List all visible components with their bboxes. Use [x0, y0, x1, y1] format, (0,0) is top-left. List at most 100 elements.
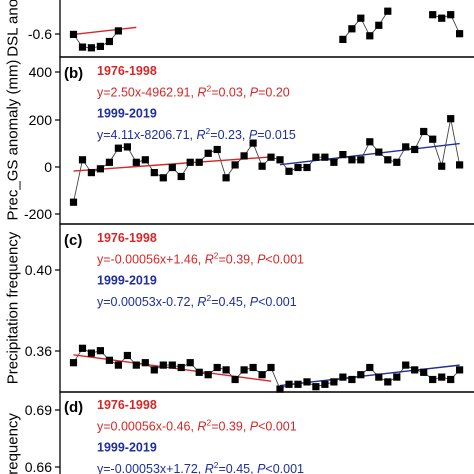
data-point	[222, 174, 230, 182]
data-point	[186, 158, 194, 166]
regression-equation: y=-0.00053x+1.72, R2=0.45, P<0.001	[97, 460, 304, 474]
data-point	[249, 139, 257, 147]
data-point	[402, 361, 410, 369]
panel-label: (c)	[64, 232, 82, 249]
data-point	[231, 375, 239, 384]
data-point	[114, 27, 122, 35]
data-point	[438, 162, 446, 170]
data-point	[87, 169, 95, 177]
data-point	[420, 127, 428, 136]
data-point	[105, 37, 113, 46]
data-point	[411, 145, 419, 154]
data-point	[384, 7, 392, 15]
data-point	[438, 14, 446, 22]
trend-line	[279, 142, 460, 166]
data-point	[258, 162, 266, 170]
data-point	[150, 366, 158, 374]
trend-line	[73, 26, 137, 36]
data-point	[267, 363, 275, 372]
data-point	[456, 366, 464, 374]
data-point	[177, 172, 185, 181]
data-point	[69, 359, 78, 367]
series-line	[73, 347, 460, 390]
data-point	[303, 378, 311, 386]
data-point	[132, 158, 140, 166]
data-point	[123, 351, 131, 360]
regression-equation: y=0.00056x-0.46, R2=0.39, P<0.001	[97, 417, 297, 433]
y-axis-label: frequency	[5, 413, 22, 474]
data-point	[294, 163, 302, 172]
data-point	[348, 375, 356, 384]
panel-a: DSL anomaly -0.6	[5, 0, 474, 58]
data-point	[78, 344, 87, 352]
data-point	[141, 156, 149, 164]
data-point	[456, 161, 464, 169]
panel-label: (b)	[64, 65, 83, 82]
data-point	[348, 25, 356, 33]
panel-label: (d)	[64, 399, 83, 416]
series-line	[432, 14, 461, 34]
data-point	[384, 378, 392, 386]
period-label: 1976-1998	[97, 64, 157, 78]
data-point	[150, 169, 158, 177]
data-point	[240, 366, 248, 374]
data-point	[357, 371, 365, 379]
plot-frame	[59, 391, 474, 474]
data-point	[213, 145, 221, 154]
data-point	[429, 375, 437, 384]
panel-d: frequency 0.66 0.69 (d) 1976-1998 y=0.00056x-…	[5, 391, 474, 474]
data-point	[168, 361, 176, 369]
y-tick-label: 0	[44, 159, 52, 175]
y-tick-label: 0.69	[25, 402, 52, 418]
data-point	[204, 371, 212, 379]
data-point	[429, 135, 437, 143]
data-point	[114, 361, 122, 369]
data-point	[276, 385, 284, 393]
data-point	[357, 156, 365, 164]
data-point	[312, 383, 320, 391]
data-point	[366, 32, 374, 40]
data-point	[402, 143, 410, 151]
data-point	[258, 371, 266, 379]
y-tick-label: 0.66	[25, 459, 52, 474]
data-point	[105, 356, 113, 364]
period-label: 1976-1998	[97, 398, 157, 412]
data-point	[411, 366, 419, 374]
data-point	[420, 368, 428, 376]
data-point	[159, 174, 167, 182]
period-label: 1999-2019	[97, 274, 157, 288]
y-tick-label: -0.6	[28, 26, 52, 42]
data-point	[330, 378, 338, 386]
data-point	[375, 148, 383, 156]
data-point	[159, 361, 167, 369]
data-point	[321, 380, 329, 388]
data-point	[393, 158, 401, 166]
data-point	[456, 30, 464, 38]
data-point	[285, 380, 293, 388]
period-label: 1999-2019	[97, 107, 157, 121]
data-point	[429, 11, 437, 19]
data-point	[78, 43, 87, 51]
data-point	[240, 152, 248, 160]
data-point	[222, 366, 230, 374]
data-point	[276, 156, 284, 164]
data-point	[114, 144, 122, 152]
data-point	[303, 163, 311, 172]
data-point	[69, 198, 78, 206]
data-point	[132, 361, 140, 369]
data-point	[393, 373, 401, 381]
y-tick-label: 400	[29, 64, 53, 80]
y-axis-label: DSL anomaly	[5, 0, 22, 57]
data-point	[366, 138, 374, 146]
data-point	[96, 165, 104, 173]
data-point	[195, 158, 203, 166]
data-point	[339, 373, 347, 381]
period-label: 1976-1998	[97, 231, 157, 245]
data-point	[339, 151, 347, 159]
data-point	[339, 35, 347, 43]
regression-equation: y=-0.00056x+1.46, R2=0.39, P<0.001	[97, 250, 304, 266]
data-point	[447, 115, 455, 123]
y-axis-label: Prec_GS anomaly (mm)	[5, 60, 22, 221]
data-point	[366, 363, 374, 372]
